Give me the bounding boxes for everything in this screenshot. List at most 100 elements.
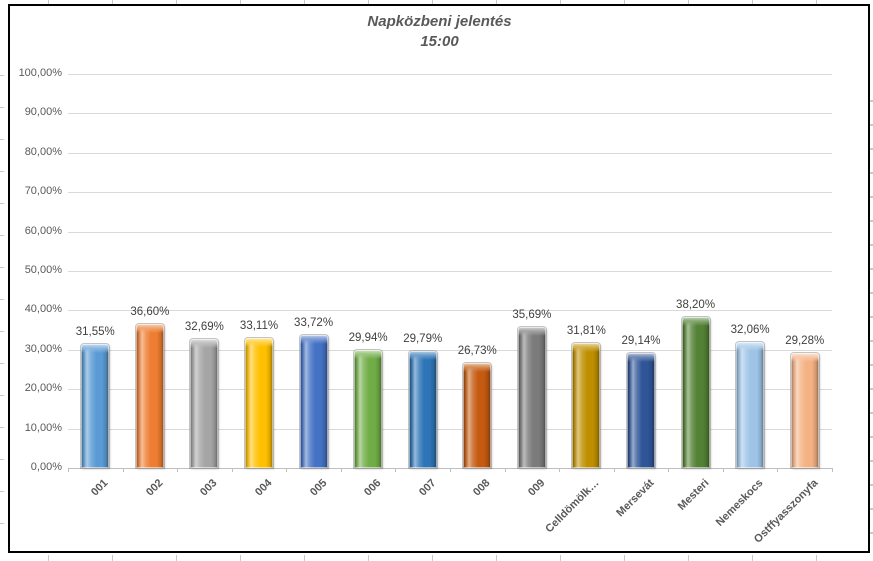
bar[interactable] [517,327,546,468]
gridline [68,349,832,351]
grid-stub [240,0,241,4]
grid-stub [48,555,49,561]
y-axis-tick-label: 30,00% [24,342,62,355]
grid-stub [112,555,113,561]
gridline [68,74,832,75]
bar[interactable] [790,352,819,468]
bar-value-label: 29,94% [348,332,388,345]
y-axis-tick-label: 0,00% [30,461,62,473]
grid-stub [870,460,873,462]
bar[interactable] [299,335,328,468]
bar[interactable] [81,343,110,468]
x-axis-tick [122,468,124,472]
y-axis-tick-label: 70,00% [24,185,62,198]
grid-stub [240,555,241,561]
grid-stub [0,171,4,172]
x-axis-tick [340,468,342,472]
grid-stub [870,292,873,294]
grid-stub [0,395,4,396]
grid-stub [496,0,497,4]
gridline [68,428,832,430]
grid-stub [870,364,873,366]
gridline [68,389,832,391]
y-axis-tick-label: 20,00% [24,382,62,395]
grid-stub [304,0,305,4]
bar[interactable] [572,342,601,468]
x-axis-tick [286,468,288,472]
grid-stub [48,0,49,4]
grid-stub [560,555,561,561]
x-axis-tick [504,468,506,472]
grid-stub [560,0,561,4]
grid-stub [870,244,873,246]
grid-stub [304,555,305,561]
x-axis-tick [450,468,451,472]
grid-stub [432,555,433,561]
bar-value-label: 32,06% [730,323,770,336]
bar-value-label: 36,60% [130,305,170,318]
grid-stub [496,555,497,561]
bar[interactable] [190,339,219,468]
x-axis-tick [559,468,561,472]
bar[interactable] [408,350,437,468]
chart-title-line2: 15:00 [420,33,459,50]
bar-value-label: 31,55% [75,325,115,338]
grid-stub [432,0,433,4]
grid-stub [0,331,4,332]
bar-value-label: 29,14% [621,335,661,348]
grid-stub [688,555,689,561]
grid-stub [870,340,873,342]
chart-title: Napközbeni jelentés 15:00 [9,12,870,52]
grid-stub [870,148,873,150]
grid-stub [752,0,753,4]
y-axis-tick-label: 90,00% [24,106,62,119]
bar[interactable] [354,350,383,468]
bar[interactable] [627,353,655,468]
grid-stub [368,0,369,4]
grid-stub [0,363,4,364]
bar[interactable] [736,341,765,468]
bar-value-label: 32,69% [184,321,224,334]
x-axis-tick [777,468,779,472]
gridline [68,113,832,115]
bar[interactable] [245,337,273,468]
y-axis-tick-label: 100,00% [18,67,62,79]
gridline [68,231,832,233]
x-axis-tick [832,468,833,472]
grid-stub [176,0,177,4]
y-axis-tick-label: 40,00% [24,303,62,316]
bar-value-label: 29,79% [403,332,443,345]
grid-stub [0,139,4,140]
bar[interactable] [681,317,710,468]
gridline [68,271,832,272]
grid-stub [0,299,4,300]
grid-stub [870,436,873,438]
gridline [68,310,832,312]
grid-stub [0,491,4,492]
grid-stub [0,267,4,268]
grid-stub [816,555,817,561]
y-axis-tick-label: 60,00% [24,224,62,237]
y-axis-tick-label: 10,00% [24,421,62,434]
grid-stub [0,75,4,76]
bar[interactable] [463,362,492,468]
grid-stub [870,484,873,486]
grid-stub [870,220,873,222]
bar-value-label: 33,72% [294,317,334,330]
bar-value-label: 33,11% [239,319,279,332]
grid-stub [0,203,4,204]
grid-stub [0,523,4,524]
gridline [68,192,832,194]
grid-stub [0,427,4,428]
grid-stub [870,196,873,198]
grid-stub [0,107,4,108]
bar-value-label: 31,81% [566,324,606,337]
bar[interactable] [135,323,164,468]
bar-value-label: 35,69% [512,309,552,322]
gridline [68,152,832,154]
grid-stub [176,555,177,561]
x-axis-tick [395,468,397,472]
grid-stub [870,532,873,534]
grid-stub [112,0,113,4]
